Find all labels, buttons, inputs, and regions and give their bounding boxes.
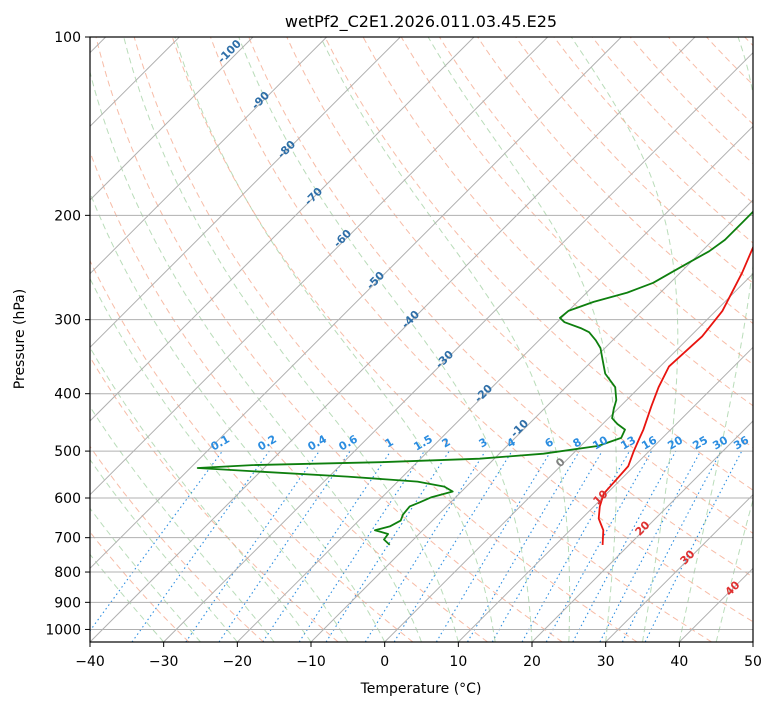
mixing-ratio-line-13 <box>521 450 630 642</box>
dry-adiabat <box>591 37 753 204</box>
sounding-profiles <box>196 210 753 546</box>
isotherm-lines <box>90 37 753 642</box>
moist-adiabat <box>90 191 386 642</box>
x-tick-label: −30 <box>149 654 179 670</box>
dry-adiabat-lines <box>90 37 753 642</box>
plot-frame <box>89 36 754 643</box>
dry-adiabat <box>133 37 638 642</box>
chart-title: wetPf2_C2E1.2026.011.03.45.E25 <box>285 12 557 32</box>
mixing-ratio-line-10 <box>491 450 603 642</box>
moist-adiabat <box>90 70 422 642</box>
moist-adiabat <box>715 498 753 642</box>
moist-adiabat <box>427 37 617 642</box>
x-axis-title: Temperature (°C) <box>360 681 482 697</box>
y-tick-label: 400 <box>54 387 81 403</box>
mixing-ratio-line-20 <box>572 450 677 642</box>
y-tick-label: 800 <box>54 565 81 581</box>
x-tick-label: 0 <box>380 654 389 670</box>
isotherm--100 <box>90 37 254 201</box>
y-tick-label: 900 <box>54 595 81 611</box>
y-tick-label: 500 <box>54 444 81 460</box>
y-tick-label: 300 <box>54 313 81 329</box>
moist-adiabat <box>570 37 679 642</box>
x-tick-label: 40 <box>670 654 688 670</box>
y-tick-label: 100 <box>54 30 81 46</box>
y-tick-label: 1000 <box>45 622 81 638</box>
mixing-ratio-line-3 <box>364 450 486 642</box>
dry-adiabat <box>324 37 753 491</box>
mixing-ratio-line-6 <box>435 450 552 642</box>
dry-adiabat <box>171 37 712 642</box>
isotherm--80 <box>90 37 401 349</box>
dry-adiabat <box>90 259 414 642</box>
mixing-ratio-line-0.2 <box>131 450 270 642</box>
isotherm--40 <box>90 37 696 642</box>
mixing-ratio-line-0.1 <box>90 450 223 632</box>
isotherm--90 <box>90 37 328 275</box>
isotherm-30 <box>605 493 753 642</box>
y-tick-label: 700 <box>54 531 81 547</box>
dry-adiabat <box>95 37 563 642</box>
dry-adiabat <box>515 37 753 284</box>
moist-adiabat <box>678 37 753 642</box>
moist-adiabat <box>90 458 238 642</box>
mixing-ratio-line-1.5 <box>298 450 425 642</box>
isotherm--20 <box>236 125 753 642</box>
isotherm--30 <box>163 51 753 642</box>
x-tick-label: 10 <box>449 654 467 670</box>
x-tick-label: −20 <box>223 654 253 670</box>
mixing-ratio-line-8 <box>467 450 580 642</box>
moist-adiabat <box>90 405 275 642</box>
isotherm-0 <box>384 272 753 642</box>
temperature-profile <box>597 245 753 545</box>
y-tick-label: 200 <box>54 208 81 224</box>
y-axis-title: Pressure (hPa) <box>12 289 28 389</box>
x-axis-ticks: −40 −30 −20 −10 0 10 20 30 40 50 <box>75 642 762 670</box>
isotherm--10 <box>310 199 753 642</box>
mixing-ratio-line-0.4 <box>185 450 320 642</box>
dry-adiabat <box>400 37 753 407</box>
isotherm--60 <box>90 37 549 496</box>
y-axis-ticks: 100 200 300 400 500 600 700 800 900 1000 <box>45 30 90 638</box>
isotherm--70 <box>90 37 475 422</box>
x-tick-label: −10 <box>296 654 326 670</box>
x-tick-label: 30 <box>597 654 615 670</box>
dry-adiabat <box>210 37 753 623</box>
mixing-ratio-line-4 <box>393 450 513 642</box>
isotherm-20 <box>531 420 753 642</box>
dry-adiabat <box>90 445 264 642</box>
moist-adiabat <box>90 553 165 642</box>
dry-adiabat <box>477 37 753 325</box>
moist-adiabat <box>90 507 201 642</box>
moist-adiabat <box>320 37 571 642</box>
isotherm--50 <box>90 37 622 570</box>
dry-adiabat <box>629 37 753 165</box>
x-tick-label: 20 <box>523 654 541 670</box>
dry-adiabat <box>248 37 753 578</box>
y-tick-label: 600 <box>54 491 81 507</box>
x-tick-label: 50 <box>744 654 762 670</box>
dewpoint-profile <box>196 210 753 546</box>
isobar-gridlines <box>90 37 753 630</box>
isotherm-10 <box>457 346 753 642</box>
x-tick-label: −40 <box>75 654 105 670</box>
